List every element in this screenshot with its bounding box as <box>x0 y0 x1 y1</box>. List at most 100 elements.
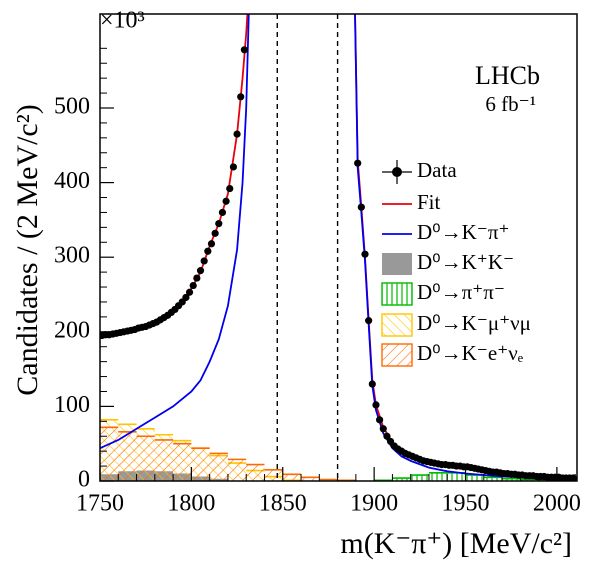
data-point-dot <box>200 257 208 265</box>
data-point-dot <box>211 229 219 237</box>
legend-label: D⁰→K⁻μ⁺νμ <box>417 311 531 335</box>
data-point-dot <box>207 240 216 248</box>
x-tick-label: 1850 <box>259 491 307 517</box>
data-point <box>215 220 223 228</box>
histogram-bin <box>264 469 283 481</box>
data-point <box>218 208 227 217</box>
data-point <box>200 257 208 265</box>
x-tick-label: 2000 <box>533 491 581 517</box>
histogram-bin <box>246 464 265 481</box>
data-point <box>237 93 245 101</box>
data-point-dot <box>226 184 234 193</box>
data-point-dot <box>357 203 365 211</box>
data-point-dot <box>240 46 248 54</box>
histogram-bin <box>410 475 429 481</box>
y-tick-label: 300 <box>54 243 90 269</box>
legend-label: D⁰→K⁺K⁻ <box>417 250 514 274</box>
legend-label: Data <box>417 158 457 182</box>
histogram-bin <box>465 475 484 481</box>
data-point <box>357 203 365 211</box>
experiment-label: LHCb <box>475 61 540 90</box>
legend-label: D⁰→K⁻π⁺ <box>417 220 510 244</box>
data-point <box>368 380 376 388</box>
histogram-bin <box>209 453 228 481</box>
data-point <box>229 163 238 171</box>
data-point-dot <box>229 163 238 171</box>
data-point-dot <box>222 197 230 205</box>
histogram-bin <box>118 431 137 481</box>
histogram-bin <box>100 427 119 481</box>
data-point-dot <box>237 93 245 101</box>
histogram-bin <box>502 478 521 481</box>
data-point-dot <box>218 208 227 217</box>
data-point-dot <box>196 267 205 275</box>
legend-symbol <box>381 313 413 337</box>
x-tick-label: 1950 <box>442 491 490 517</box>
data-point-dot <box>365 317 373 325</box>
x-tick-label: 1750 <box>76 491 124 517</box>
data-point-dot <box>189 281 197 290</box>
legend-symbol <box>392 167 402 177</box>
data-point <box>222 197 230 205</box>
data-point <box>211 229 219 237</box>
data-point-dot <box>193 274 201 282</box>
data-point <box>383 432 391 440</box>
data-point <box>365 317 373 325</box>
histogram-bin <box>136 436 155 481</box>
data-point <box>376 416 384 424</box>
frame <box>99 13 578 482</box>
y-multiplier: ×10³ <box>100 8 145 34</box>
legend-label: D⁰→K⁻e⁺νₑ <box>417 341 524 365</box>
x-tick-label: 1900 <box>350 491 398 517</box>
histogram-bin <box>392 478 411 481</box>
y-axis-label: Candidates / (2 MeV/c²) <box>11 104 44 395</box>
legend-symbol <box>381 343 413 367</box>
data-point <box>207 240 216 248</box>
histogram-bin <box>447 472 466 481</box>
legend-symbol <box>381 282 413 306</box>
data-point-dot <box>372 401 380 409</box>
data-point <box>226 184 234 193</box>
data-point <box>193 274 201 282</box>
data-point-dot <box>354 159 362 167</box>
data-point-dot <box>379 425 387 433</box>
data-point <box>189 281 197 290</box>
histogram-bin <box>428 472 448 481</box>
y-tick-label: 500 <box>54 93 90 119</box>
data-point-dot <box>383 432 391 440</box>
histogram-bin <box>173 443 192 481</box>
y-tick-label: 400 <box>54 168 90 194</box>
legend-label: Fit <box>417 190 441 214</box>
luminosity-label: 6 fb⁻¹ <box>485 92 536 116</box>
histogram-bin <box>227 459 247 481</box>
histogram-bin <box>191 448 210 481</box>
data-point-dot <box>361 250 369 258</box>
x-axis-label: m(K⁻π⁺) [MeV/c²] <box>340 527 572 560</box>
data-point <box>196 267 205 275</box>
data-point-dot <box>368 380 376 388</box>
data-point <box>361 250 369 258</box>
x-tick-label: 1800 <box>167 491 215 517</box>
data-point <box>379 425 387 433</box>
data-point-dot <box>185 288 194 296</box>
histogram-bin <box>282 474 302 481</box>
data-point <box>354 159 362 167</box>
histogram-bin <box>483 477 503 481</box>
data-point <box>204 247 212 255</box>
data-point <box>240 46 248 54</box>
legend-label: D⁰→π⁺π⁻ <box>417 280 505 304</box>
histogram-bin <box>301 477 320 481</box>
data-point <box>182 293 190 302</box>
data-point <box>233 130 241 138</box>
data-point <box>185 288 194 296</box>
histogram-bin <box>154 439 174 481</box>
y-tick-label: 200 <box>54 317 90 343</box>
y-tick-label: 0 <box>78 467 90 493</box>
data-point-dot <box>376 416 384 424</box>
data-point-dot <box>233 130 241 138</box>
data-point-dot <box>204 247 212 255</box>
data-point <box>372 401 380 409</box>
data-point-dot <box>182 293 190 302</box>
legend-symbol <box>382 253 412 275</box>
